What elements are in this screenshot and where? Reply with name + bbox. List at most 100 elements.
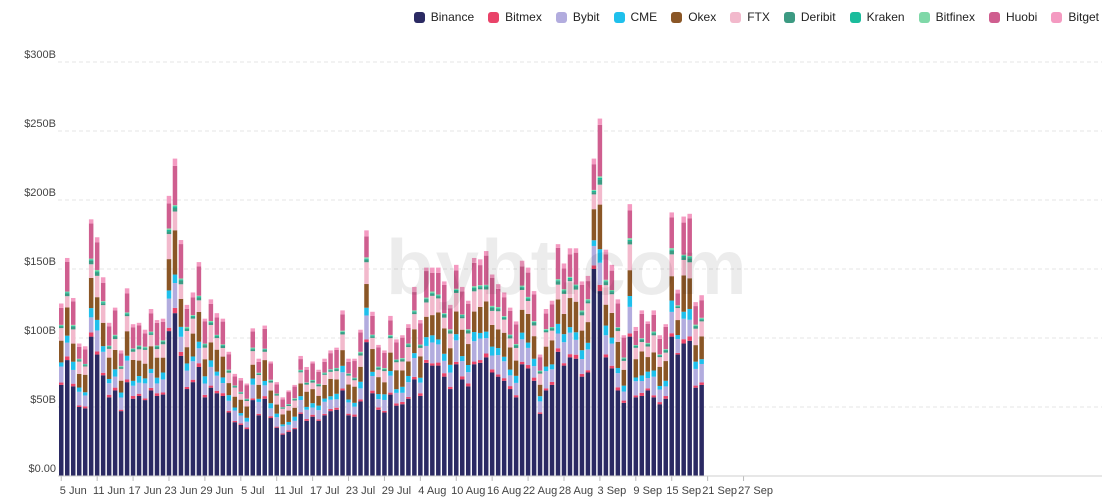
bar-segment-cme xyxy=(675,335,680,339)
bar-segment-bybit xyxy=(501,361,507,379)
legend-item-binance[interactable]: Binance xyxy=(413,10,475,24)
bar-segment-bitget xyxy=(639,310,645,314)
bar-segment-bitmex xyxy=(424,359,429,363)
bar-segment-bitget xyxy=(340,310,345,315)
legend-item-deribit[interactable]: Deribit xyxy=(783,10,836,24)
bar-segment-huobi xyxy=(436,272,441,295)
bar-segment-bybit xyxy=(70,369,76,384)
bar-segment-okex xyxy=(178,298,184,327)
bar-segment-bybit xyxy=(382,399,387,411)
legend-item-kraken[interactable]: Kraken xyxy=(849,10,905,24)
bar-segment-okex xyxy=(603,304,609,326)
bar-segment-ftx xyxy=(190,318,196,334)
bar-48 xyxy=(346,358,351,476)
bar-87 xyxy=(579,281,585,476)
bar-segment-cme xyxy=(561,334,567,343)
bar-segment-binance xyxy=(687,340,692,476)
bar-segment-bitmex xyxy=(262,396,267,399)
bar-segment-bitget xyxy=(124,288,130,294)
bar-segment-binance xyxy=(262,398,267,476)
bar-105 xyxy=(687,213,692,476)
bar-segment-bitget xyxy=(358,329,363,333)
legend-item-ftx[interactable]: FTX xyxy=(730,10,770,24)
bar-segment-cme xyxy=(59,362,64,367)
bar-segment-bitfinex xyxy=(639,338,645,339)
bar-segment-bitget xyxy=(298,355,303,360)
bar-segment-bitget xyxy=(418,320,423,324)
bar-segment-deribit xyxy=(238,392,244,394)
bar-segment-binance xyxy=(358,401,363,476)
bar-segment-cme xyxy=(651,370,657,377)
x-tick-label: 11 Jul xyxy=(274,485,303,497)
bar-segment-bitmex xyxy=(184,386,190,390)
bar-segment-bitget xyxy=(88,219,94,224)
bar-segment-huobi xyxy=(94,242,100,270)
bar-segment-kraken xyxy=(76,359,82,361)
bar-segment-bitmex xyxy=(352,414,357,417)
bar-segment-bitget xyxy=(334,347,339,350)
bar-segment-bitget xyxy=(226,351,232,355)
bar-segment-bitget xyxy=(154,320,160,323)
bar-segment-deribit xyxy=(651,333,657,336)
legend-label: Binance xyxy=(430,10,475,24)
bar-segment-okex xyxy=(561,313,567,335)
bar-segment-okex xyxy=(232,396,238,408)
legend-item-okex[interactable]: Okex xyxy=(671,10,716,24)
bar-segment-bitfinex xyxy=(202,343,208,345)
bar-segment-kraken xyxy=(567,277,573,280)
legend-item-bybit[interactable]: Bybit xyxy=(555,10,600,24)
bar-segment-kraken xyxy=(615,327,621,329)
bar-segment-bitfinex xyxy=(334,367,339,369)
legend-item-bitmex[interactable]: Bitmex xyxy=(488,10,542,24)
bar-segment-huobi xyxy=(525,272,531,297)
bar-segment-cme xyxy=(382,394,387,400)
bar-segment-binance xyxy=(573,358,579,476)
bar-segment-bitget xyxy=(519,260,525,267)
bar-segment-bitmex xyxy=(489,369,495,373)
bar-segment-cme xyxy=(603,325,609,336)
legend-item-bitget[interactable]: Bitget xyxy=(1051,10,1099,24)
legend-item-huobi[interactable]: Huobi xyxy=(988,10,1037,24)
bar-segment-kraken xyxy=(142,347,148,349)
bar-segment-deribit xyxy=(537,372,543,374)
bar-segment-cme xyxy=(130,380,136,386)
bar-segment-kraken xyxy=(663,349,668,351)
bar-segment-ftx xyxy=(154,349,160,358)
bar-segment-ftx xyxy=(394,362,399,371)
bar-segment-bitfinex xyxy=(699,317,704,319)
bar-41 xyxy=(304,366,309,476)
bar-segment-binance xyxy=(489,372,495,476)
bar-segment-deribit xyxy=(118,367,124,369)
bar-segment-kraken xyxy=(346,373,351,375)
bar-93 xyxy=(615,299,621,476)
bar-segment-cme xyxy=(262,380,267,386)
legend-item-bitfinex[interactable]: Bitfinex xyxy=(918,10,975,24)
bar-segment-cme xyxy=(238,413,244,416)
bar-segment-okex xyxy=(615,341,621,368)
bar-segment-huobi xyxy=(651,314,657,332)
bar-segment-bybit xyxy=(208,366,214,386)
bar-segment-bitget xyxy=(471,257,477,263)
bar-segment-okex xyxy=(358,366,363,382)
bar-segment-binance xyxy=(220,395,226,476)
bar-segment-bitmex xyxy=(364,339,369,343)
bar-segment-okex xyxy=(400,370,405,387)
bar-segment-okex xyxy=(328,378,333,397)
bar-segment-okex xyxy=(442,328,447,354)
bar-segment-binance xyxy=(525,368,531,476)
bar-segment-bitget xyxy=(567,248,573,255)
legend-label: FTX xyxy=(747,10,770,24)
bar-segment-cme xyxy=(124,355,130,361)
bar-segment-deribit xyxy=(669,250,674,255)
bar-segment-bitget xyxy=(118,350,124,354)
bar-segment-kraken xyxy=(430,292,435,294)
bar-segment-kraken xyxy=(184,328,190,329)
bar-segment-bitmex xyxy=(220,393,226,396)
bar-segment-bitfinex xyxy=(322,372,327,374)
bar-segment-kraken xyxy=(106,346,112,348)
bar-segment-huobi xyxy=(412,292,417,311)
bar-segment-kraken xyxy=(699,318,704,320)
bar-segment-ftx xyxy=(585,303,591,323)
bar-segment-deribit xyxy=(232,386,238,388)
legend-item-cme[interactable]: CME xyxy=(613,10,657,24)
